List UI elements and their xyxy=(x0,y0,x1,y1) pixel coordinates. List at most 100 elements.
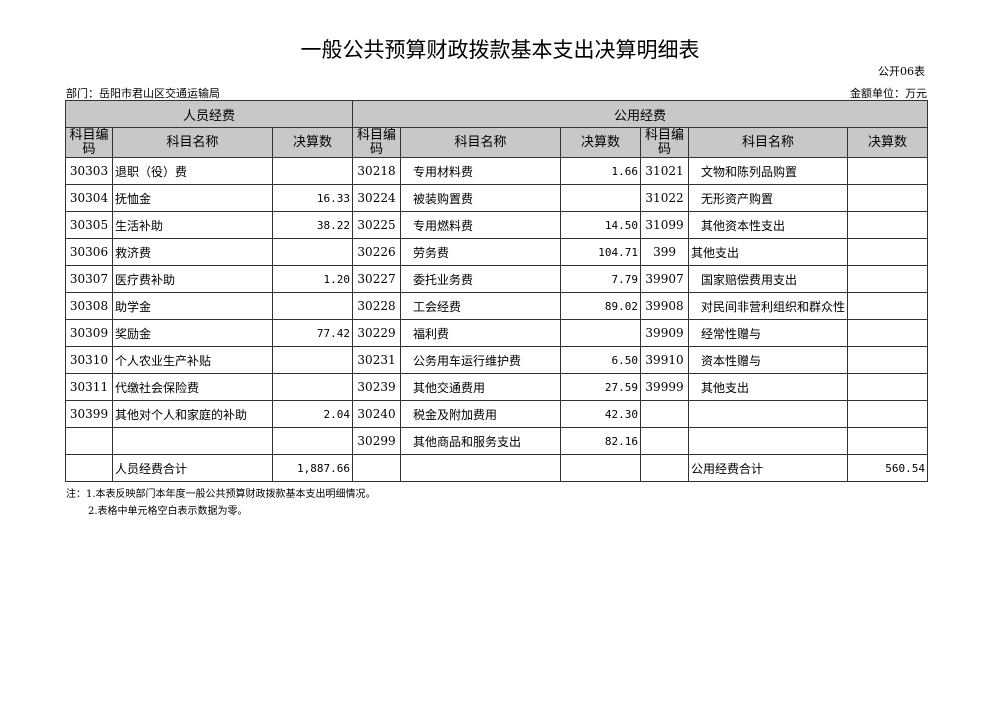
personnel-total-label: 人员经费合计 xyxy=(112,454,273,482)
column-header-amount: 决算数 xyxy=(271,127,354,158)
table-row: 30309 奖励金 77.42 30229 福利费 39909 经常性赠与 xyxy=(65,319,929,347)
code-cell: 30227 xyxy=(352,265,402,293)
form-number: 公开06表 xyxy=(878,65,925,78)
amount-cell: 6.50 xyxy=(560,346,642,374)
public-header: 公用经费 xyxy=(352,100,929,128)
amount-cell xyxy=(847,427,929,455)
column-header-code: 科目编码 xyxy=(65,127,113,158)
code-cell: 30307 xyxy=(65,265,113,293)
name-cell: 其他对个人和家庭的补助 xyxy=(112,400,273,428)
amount-cell xyxy=(271,292,354,320)
amount-cell: 2.04 xyxy=(271,400,354,428)
name-cell: 助学金 xyxy=(112,292,273,320)
public-total-value: 560.54 xyxy=(847,454,929,482)
name-cell: 工会经费 xyxy=(400,292,562,320)
code-cell: 30304 xyxy=(65,184,113,212)
name-cell: 劳务费 xyxy=(400,238,562,266)
code-cell: 30240 xyxy=(352,400,402,428)
personnel-total-value: 1,887.66 xyxy=(271,454,354,482)
table-row: 30299 其他商品和服务支出 82.16 xyxy=(65,427,929,455)
amount-unit: 金额单位：万元 xyxy=(850,87,927,100)
amount-cell: 1.66 xyxy=(560,157,642,185)
code-cell: 30311 xyxy=(65,373,113,401)
name-cell: 无形资产购置 xyxy=(688,184,849,212)
personnel-header: 人员经费 xyxy=(64,100,354,128)
amount-cell xyxy=(271,373,354,401)
column-header-name: 科目名称 xyxy=(400,127,562,158)
name-cell: 国家赔偿费用支出 xyxy=(688,265,849,293)
table-row: 30311 代缴社会保险费 30239 其他交通费用 27.59 39999 其他支出 xyxy=(65,373,929,401)
code-cell: 30299 xyxy=(352,427,402,455)
code-cell: 399 xyxy=(640,238,690,266)
amount-cell: 104.71 xyxy=(560,238,642,266)
amount-cell xyxy=(560,319,642,347)
amount-cell xyxy=(847,265,929,293)
amount-cell: 7.79 xyxy=(560,265,642,293)
table-row: 30306 救济费 30226 劳务费 104.71 399 其他支出 xyxy=(65,238,929,266)
code-cell: 30399 xyxy=(65,400,113,428)
amount-cell: 82.16 xyxy=(560,427,642,455)
amount-cell xyxy=(847,346,929,374)
table-row: 30305 生活补助 38.22 30225 专用燃料费 14.50 31099 其他资本性支… xyxy=(65,211,929,239)
name-cell: 其他交通费用 xyxy=(400,373,562,401)
name-cell: 其他支出 xyxy=(688,373,849,401)
column-header-amount: 决算数 xyxy=(847,127,929,158)
code-cell: 31022 xyxy=(640,184,690,212)
code-cell: 31021 xyxy=(640,157,690,185)
name-cell: 个人农业生产补贴 xyxy=(112,346,273,374)
table-row: 30308 助学金 30228 工会经费 89.02 39908 对民间非营利组织和群众性自 xyxy=(65,292,929,320)
name-cell xyxy=(688,427,849,455)
table-row: 30304 抚恤金 16.33 30224 被装购置费 31022 无形资产购置 xyxy=(65,184,929,212)
name-cell: 代缴社会保险费 xyxy=(112,373,273,401)
amount-cell xyxy=(271,427,354,455)
name-cell: 奖励金 xyxy=(112,319,273,347)
column-header-amount: 决算数 xyxy=(560,127,642,158)
code-cell xyxy=(640,427,690,455)
amount-cell xyxy=(847,400,929,428)
name-cell: 退职（役）费 xyxy=(112,157,273,185)
code-cell: 39909 xyxy=(640,319,690,347)
name-cell: 救济费 xyxy=(112,238,273,266)
name-cell: 对民间非营利组织和群众性自 xyxy=(688,292,849,320)
amount-cell xyxy=(847,157,929,185)
amount-cell xyxy=(847,292,929,320)
amount-cell: 27.59 xyxy=(560,373,642,401)
name-cell xyxy=(112,427,273,455)
name-cell: 专用材料费 xyxy=(400,157,562,185)
code-cell: 30218 xyxy=(352,157,402,185)
code-cell: 30303 xyxy=(65,157,113,185)
column-header-code: 科目编码 xyxy=(352,127,402,158)
code-cell: 30306 xyxy=(65,238,113,266)
amount-cell: 38.22 xyxy=(271,211,354,239)
name-cell xyxy=(688,400,849,428)
note-2: 2.表格中单元格空白表示数据为零。 xyxy=(88,506,248,517)
code-cell: 30239 xyxy=(352,373,402,401)
name-cell: 其他资本性支出 xyxy=(688,211,849,239)
table-row: 30307 医疗费补助 1.20 30227 委托业务费 7.79 39907 国家赔偿费用支… xyxy=(65,265,929,293)
code-cell: 30228 xyxy=(352,292,402,320)
amount-cell xyxy=(847,373,929,401)
code-cell: 30310 xyxy=(65,346,113,374)
expenditure-table: 人员经费 公用经费 科目编码 科目名称 决算数 科目编码 科目名称 决算数 科目编码 科目名称… xyxy=(64,100,929,482)
code-cell: 31099 xyxy=(640,211,690,239)
amount-cell: 89.02 xyxy=(560,292,642,320)
name-cell: 资本性赠与 xyxy=(688,346,849,374)
amount-cell: 42.30 xyxy=(560,400,642,428)
cell xyxy=(400,454,562,482)
column-header-name: 科目名称 xyxy=(688,127,849,158)
code-cell: 30305 xyxy=(65,211,113,239)
name-cell: 专用燃料费 xyxy=(400,211,562,239)
code-cell: 30231 xyxy=(352,346,402,374)
amount-cell: 14.50 xyxy=(560,211,642,239)
code-cell: 39907 xyxy=(640,265,690,293)
amount-cell xyxy=(847,184,929,212)
name-cell: 经常性赠与 xyxy=(688,319,849,347)
amount-cell: 77.42 xyxy=(271,319,354,347)
notes: 注：1.本表反映部门本年度一般公共预算财政拨款基本支出明细情况。 2.表格中单元… xyxy=(66,486,376,520)
amount-cell: 16.33 xyxy=(271,184,354,212)
code-cell: 39999 xyxy=(640,373,690,401)
cell xyxy=(560,454,642,482)
table-row: 30399 其他对个人和家庭的补助 2.04 30240 税金及附加费用 42.30 xyxy=(65,400,929,428)
name-cell: 公务用车运行维护费 xyxy=(400,346,562,374)
cell xyxy=(65,454,113,482)
